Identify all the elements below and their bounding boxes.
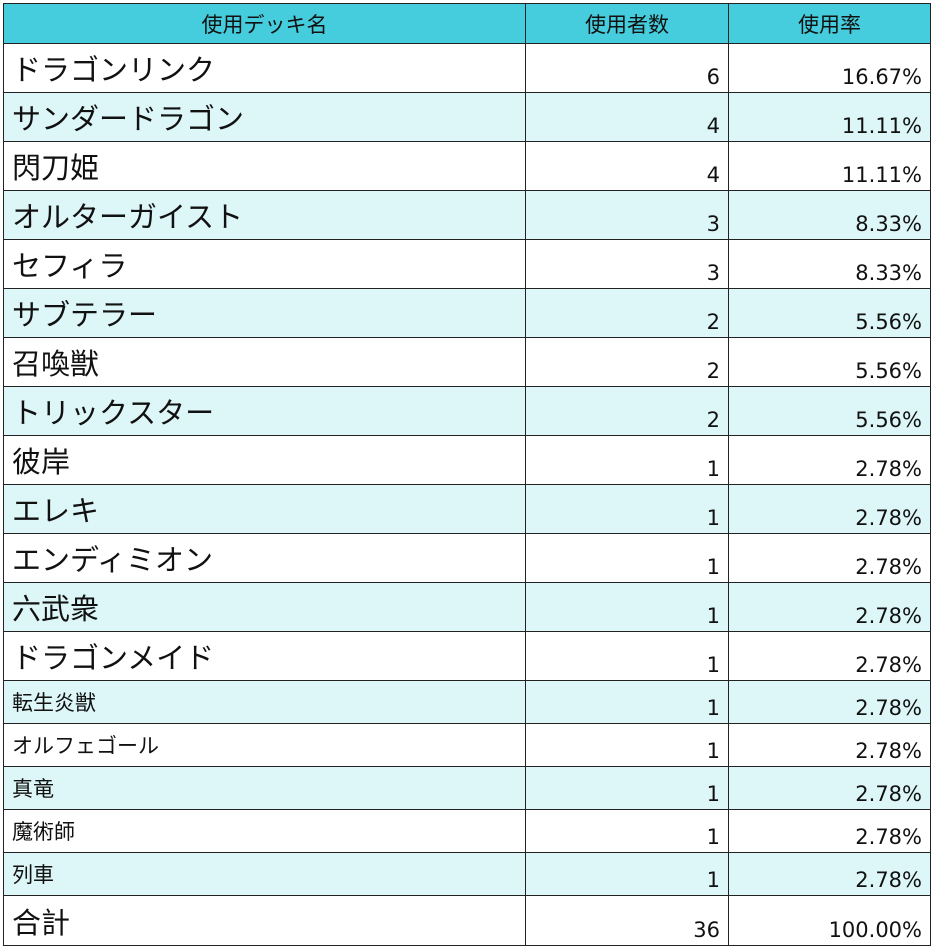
- table-row: ドラゴンメイド 1 2.78%: [3, 631, 931, 681]
- deck-name-cell: オルフェゴール: [3, 723, 526, 767]
- table-row: 閃刀姫 4 11.11%: [3, 141, 931, 191]
- table-row: 彼岸 1 2.78%: [3, 435, 931, 485]
- table-row: 転生炎獣 1 2.78%: [3, 680, 931, 724]
- user-count-cell: 2: [525, 288, 729, 338]
- deck-name-cell: サブテラー: [3, 288, 526, 338]
- total-label-cell: 合計: [3, 895, 526, 946]
- deck-name-cell: ドラゴンメイド: [3, 631, 526, 681]
- table-row: トリックスター 2 5.56%: [3, 386, 931, 436]
- header-user-count: 使用者数: [525, 3, 729, 44]
- deck-name-cell: エンディミオン: [3, 533, 526, 583]
- user-count-cell: 3: [525, 190, 729, 240]
- user-count-cell: 4: [525, 141, 729, 191]
- deck-name-cell: 魔術師: [3, 809, 526, 853]
- deck-name-cell: エレキ: [3, 484, 526, 534]
- table-row: 六武衆 1 2.78%: [3, 582, 931, 632]
- user-count-cell: 1: [525, 533, 729, 583]
- usage-rate-cell: 2.78%: [728, 533, 931, 583]
- usage-rate-cell: 11.11%: [728, 92, 931, 142]
- total-row: 合計 36 100.00%: [3, 895, 931, 946]
- user-count-cell: 2: [525, 386, 729, 436]
- usage-rate-cell: 5.56%: [728, 386, 931, 436]
- user-count-cell: 1: [525, 680, 729, 724]
- usage-rate-cell: 5.56%: [728, 337, 931, 387]
- user-count-cell: 3: [525, 239, 729, 289]
- user-count-cell: 1: [525, 631, 729, 681]
- table-row: サブテラー 2 5.56%: [3, 288, 931, 338]
- user-count-cell: 1: [525, 723, 729, 767]
- user-count-cell: 4: [525, 92, 729, 142]
- table-row: オルターガイスト 3 8.33%: [3, 190, 931, 240]
- usage-rate-cell: 2.78%: [728, 852, 931, 896]
- table-row: セフィラ 3 8.33%: [3, 239, 931, 289]
- usage-rate-cell: 2.78%: [728, 680, 931, 724]
- deck-name-cell: セフィラ: [3, 239, 526, 289]
- table-row: エレキ 1 2.78%: [3, 484, 931, 534]
- table-row: ドラゴンリンク 6 16.67%: [3, 43, 931, 93]
- user-count-cell: 6: [525, 43, 729, 93]
- deck-name-cell: 転生炎獣: [3, 680, 526, 724]
- deck-name-cell: 召喚獣: [3, 337, 526, 387]
- usage-rate-cell: 11.11%: [728, 141, 931, 191]
- usage-rate-cell: 2.78%: [728, 723, 931, 767]
- header-row: 使用デッキ名 使用者数 使用率: [3, 3, 931, 44]
- deck-name-cell: 彼岸: [3, 435, 526, 485]
- usage-rate-cell: 8.33%: [728, 190, 931, 240]
- user-count-cell: 2: [525, 337, 729, 387]
- table-row: 召喚獣 2 5.56%: [3, 337, 931, 387]
- deck-name-cell: 六武衆: [3, 582, 526, 632]
- header-deck-name: 使用デッキ名: [3, 3, 526, 44]
- table-row: サンダードラゴン 4 11.11%: [3, 92, 931, 142]
- deck-name-cell: 閃刀姫: [3, 141, 526, 191]
- user-count-cell: 1: [525, 484, 729, 534]
- deck-usage-table: 使用デッキ名 使用者数 使用率 ドラゴンリンク 6 16.67% サンダードラゴ…: [3, 3, 931, 946]
- usage-rate-cell: 2.78%: [728, 809, 931, 853]
- header-usage-rate: 使用率: [728, 3, 931, 44]
- user-count-cell: 1: [525, 766, 729, 810]
- table-row: 真竜 1 2.78%: [3, 766, 931, 810]
- user-count-cell: 1: [525, 435, 729, 485]
- usage-rate-cell: 2.78%: [728, 631, 931, 681]
- total-rate-cell: 100.00%: [728, 895, 931, 946]
- usage-rate-cell: 2.78%: [728, 766, 931, 810]
- usage-rate-cell: 2.78%: [728, 582, 931, 632]
- total-count-cell: 36: [525, 895, 729, 946]
- user-count-cell: 1: [525, 809, 729, 853]
- deck-name-cell: 列車: [3, 852, 526, 896]
- table-row: 列車 1 2.78%: [3, 852, 931, 896]
- deck-name-cell: 真竜: [3, 766, 526, 810]
- usage-rate-cell: 2.78%: [728, 435, 931, 485]
- usage-rate-cell: 2.78%: [728, 484, 931, 534]
- deck-name-cell: サンダードラゴン: [3, 92, 526, 142]
- deck-name-cell: ドラゴンリンク: [3, 43, 526, 93]
- deck-name-cell: オルターガイスト: [3, 190, 526, 240]
- usage-rate-cell: 5.56%: [728, 288, 931, 338]
- user-count-cell: 1: [525, 582, 729, 632]
- deck-name-cell: トリックスター: [3, 386, 526, 436]
- table-row: 魔術師 1 2.78%: [3, 809, 931, 853]
- table-row: オルフェゴール 1 2.78%: [3, 723, 931, 767]
- user-count-cell: 1: [525, 852, 729, 896]
- usage-rate-cell: 16.67%: [728, 43, 931, 93]
- usage-rate-cell: 8.33%: [728, 239, 931, 289]
- table-row: エンディミオン 1 2.78%: [3, 533, 931, 583]
